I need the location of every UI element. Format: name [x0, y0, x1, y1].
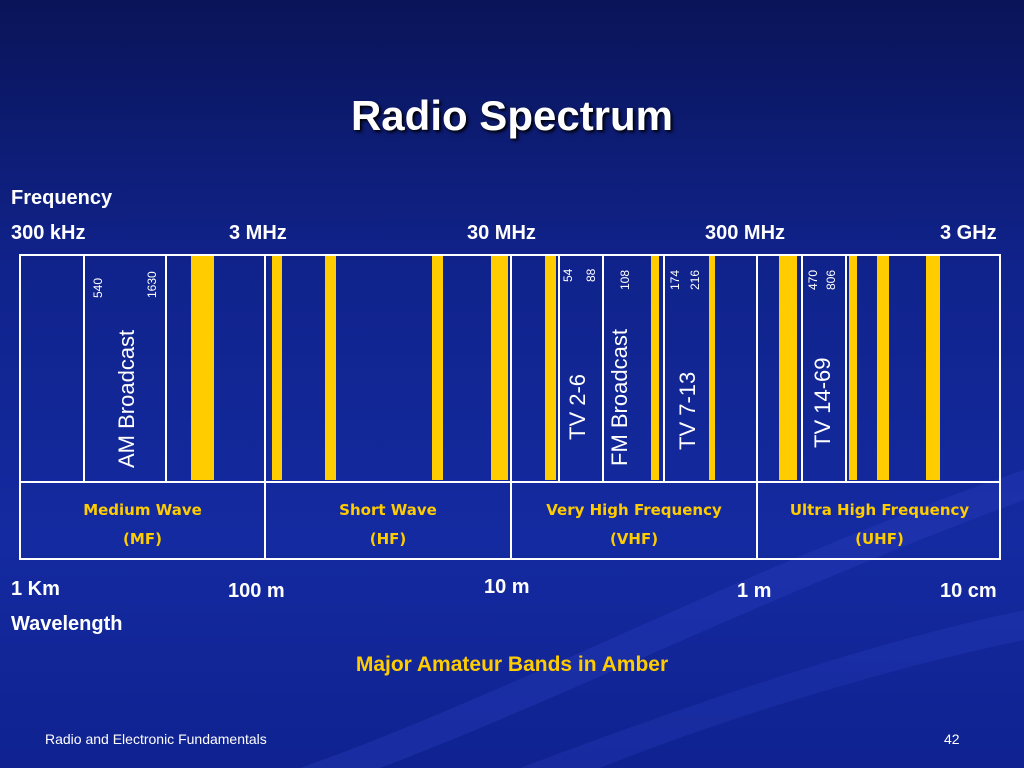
- amber-bands-note: Major Amateur Bands in Amber: [355, 653, 669, 676]
- allocation-line: [165, 256, 167, 482]
- freq-tick-3ghz: 3 GHz: [940, 222, 997, 244]
- amber-band-bar: [651, 256, 659, 480]
- band-mf-abbr: (MF): [123, 530, 162, 548]
- freq-tick-3mhz: 3 MHz: [229, 222, 287, 244]
- am-low-freq: 540: [91, 277, 105, 298]
- wave-tick-10cm: 10 cm: [940, 580, 997, 602]
- allocation-line: [845, 256, 847, 482]
- amber-band-bar: [709, 256, 715, 480]
- am-high-freq: 1630: [145, 271, 159, 298]
- tv-mid-freq-a: 174: [668, 269, 682, 290]
- band-mf-name: Medium Wave: [83, 501, 202, 519]
- freq-tick-300khz: 300 kHz: [11, 222, 86, 244]
- decade-divider: [756, 256, 758, 558]
- wave-tick-1m: 1 m: [737, 580, 772, 602]
- amber-band-bar: [432, 256, 443, 480]
- uhf-freq-a: 470: [806, 269, 820, 290]
- band-vhf-name: Very High Frequency: [546, 501, 722, 519]
- amber-band-bar: [191, 256, 214, 480]
- allocation-line: [801, 256, 803, 482]
- footer-title: Radio and Electronic Fundamentals: [45, 731, 267, 747]
- spectrum-chart: 540 1630 AM Broadcast 54 88 TV 2-6 108 F…: [19, 254, 1001, 560]
- allocation-line: [83, 256, 85, 482]
- fm-broadcast-label: FM Broadcast: [607, 329, 632, 466]
- tv-14-69-label: TV 14-69: [810, 357, 835, 449]
- tv-2-6-label: TV 2-6: [565, 373, 590, 440]
- band-separator: [21, 481, 999, 483]
- wave-tick-100m: 100 m: [228, 580, 285, 602]
- fm-high-freq: 108: [618, 269, 632, 290]
- tv-mid-freq-b: 216: [688, 269, 702, 290]
- allocation-line: [663, 256, 665, 482]
- freq-tick-300mhz: 300 MHz: [705, 222, 786, 244]
- band-mf: Medium Wave (MF): [21, 496, 264, 554]
- decade-divider: [264, 256, 266, 558]
- slide-title: Radio Spectrum: [350, 92, 674, 139]
- amber-band-bar: [926, 256, 940, 480]
- amber-band-bar: [325, 256, 336, 480]
- wavelength-label: Wavelength: [11, 613, 123, 635]
- uhf-freq-b: 806: [824, 269, 838, 290]
- band-hf-name: Short Wave: [339, 501, 437, 519]
- band-hf: Short Wave (HF): [266, 496, 510, 554]
- wave-tick-1km: 1 Km: [11, 578, 60, 600]
- band-uhf-name: Ultra High Frequency: [789, 501, 970, 519]
- amber-band-bar: [779, 256, 797, 480]
- amber-band-bar: [272, 256, 282, 480]
- band-uhf: Ultra High Frequency (UHF): [758, 496, 999, 554]
- wave-tick-10m: 10 m: [484, 576, 530, 598]
- tv-7-13-label: TV 7-13: [675, 371, 700, 450]
- band-hf-abbr: (HF): [369, 530, 407, 548]
- band-vhf-abbr: (VHF): [609, 530, 659, 548]
- band-uhf-abbr: (UHF): [855, 530, 904, 548]
- allocation-line: [602, 256, 604, 482]
- amber-band-bar: [491, 256, 508, 480]
- decade-divider: [510, 256, 512, 558]
- freq-tick-30mhz: 30 MHz: [467, 222, 536, 244]
- band-vhf: Very High Frequency (VHF): [512, 496, 756, 554]
- frequency-label: Frequency: [11, 187, 113, 209]
- amber-band-bar: [545, 256, 556, 480]
- tv-low-freq-b: 88: [584, 268, 598, 282]
- tv-low-freq-a: 54: [561, 268, 575, 282]
- page-number: 42: [944, 731, 960, 747]
- allocation-line: [558, 256, 560, 482]
- am-broadcast-label: AM Broadcast: [114, 329, 139, 468]
- amber-band-bar: [849, 256, 857, 480]
- amber-band-bar: [877, 256, 889, 480]
